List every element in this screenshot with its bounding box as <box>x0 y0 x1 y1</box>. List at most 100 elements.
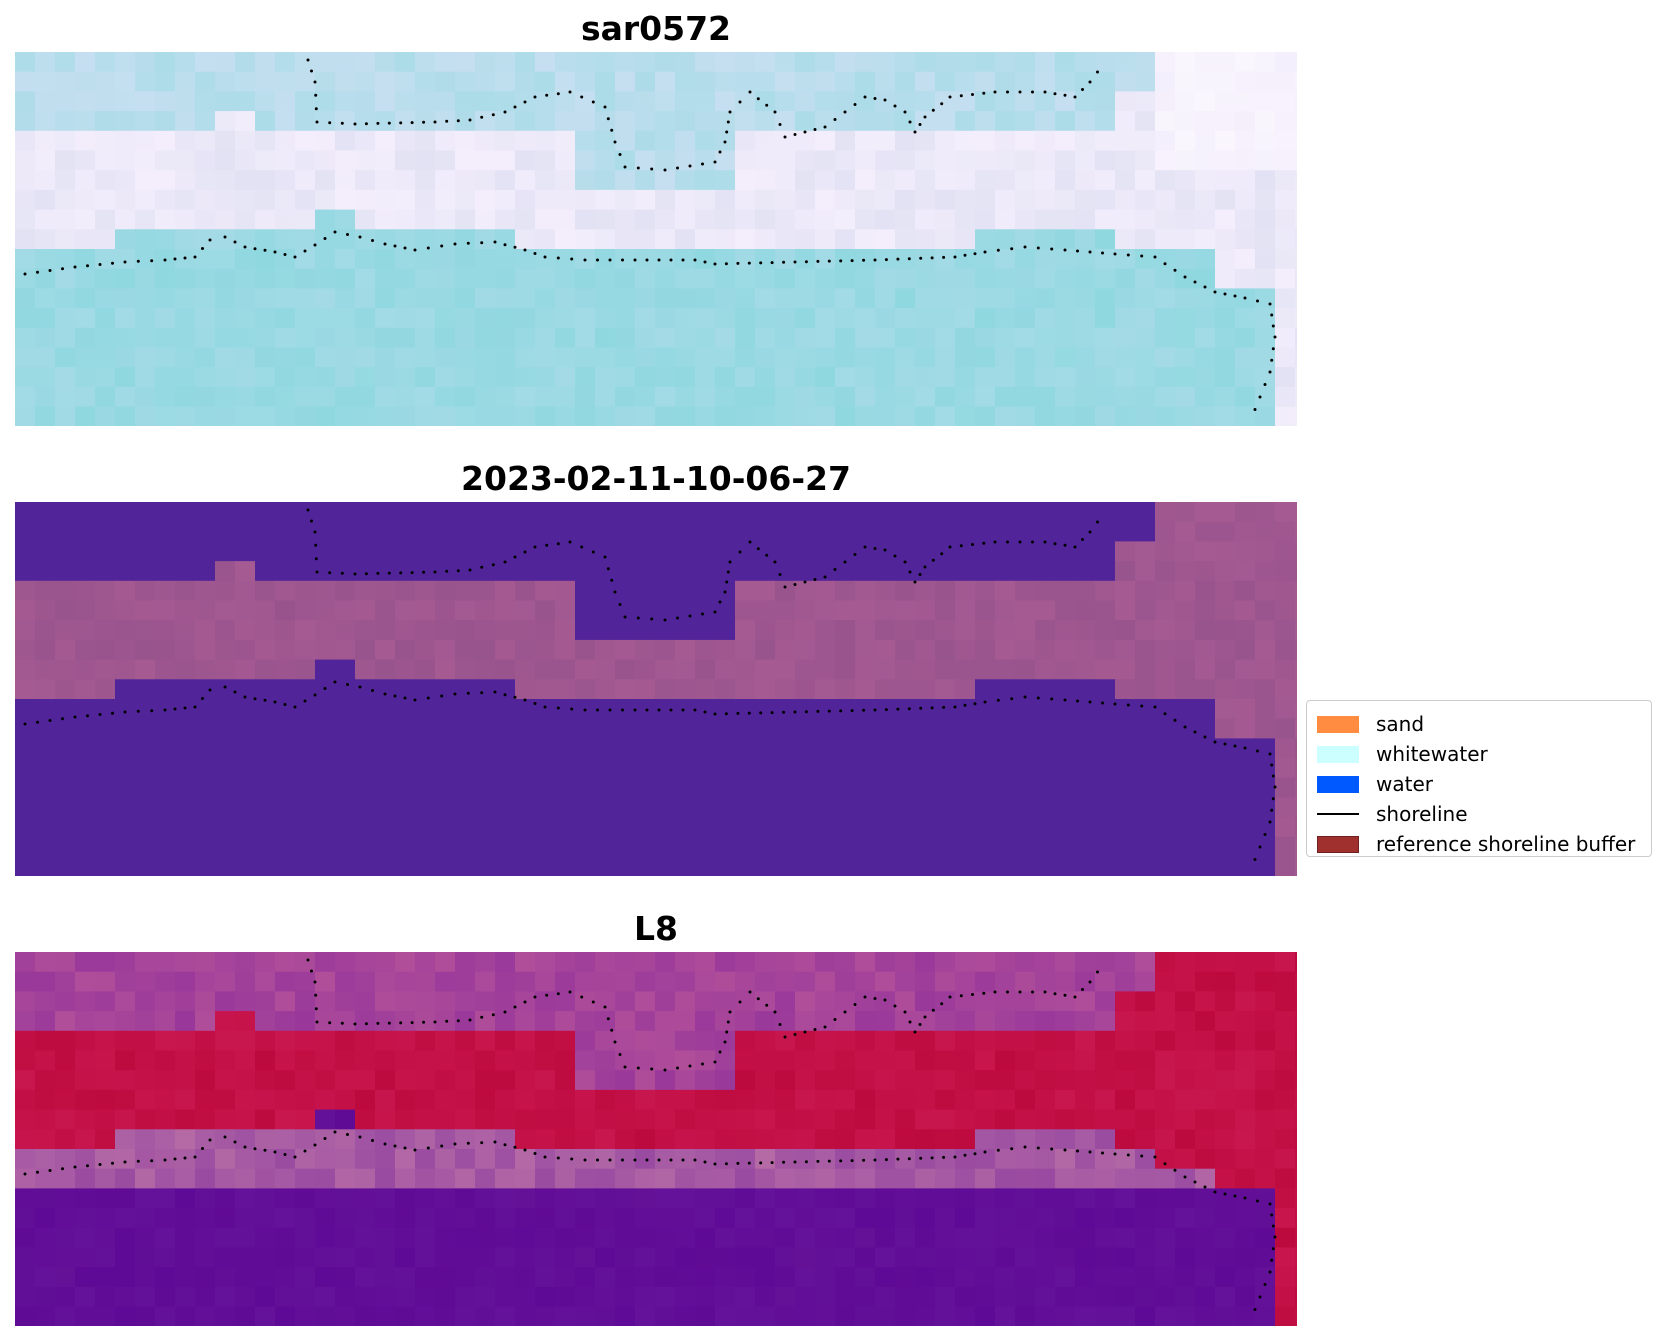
sar-pixel <box>675 386 696 408</box>
classification-pixel <box>275 639 296 661</box>
l8-pixel <box>315 1149 336 1170</box>
classification-pixel <box>1015 777 1036 799</box>
sar-pixel <box>835 367 856 388</box>
classification-pixel <box>1235 679 1256 700</box>
classification-pixel <box>75 856 96 876</box>
l8-pixel <box>1075 1227 1096 1249</box>
classification-pixel <box>195 620 216 641</box>
l8-pixel <box>775 1227 796 1249</box>
classification-pixel <box>615 718 636 739</box>
classification-pixel <box>955 600 976 621</box>
l8-pixel <box>335 952 356 973</box>
classification-pixel <box>1055 639 1076 661</box>
sar-pixel <box>255 386 276 408</box>
sar-pixel <box>1195 189 1216 211</box>
classification-pixel <box>215 620 236 641</box>
l8-south-shoreline-dot <box>493 1140 497 1144</box>
l8-pixel <box>1195 1168 1216 1189</box>
l8-pixel <box>1075 1168 1096 1189</box>
l8-pixel <box>1155 1286 1176 1308</box>
l8-pixel <box>595 1286 616 1308</box>
l8-pixel <box>435 1089 456 1111</box>
sar-pixel <box>95 367 116 388</box>
l8-pixel <box>675 1306 696 1326</box>
sar-pixel <box>235 111 256 132</box>
classification-pixel <box>1255 777 1276 799</box>
l8-pixel <box>1035 952 1056 973</box>
sar-pixel <box>955 288 976 309</box>
l8-pixel <box>275 1227 296 1249</box>
l8-pixel <box>275 991 296 1012</box>
classification-pixel <box>215 600 236 621</box>
sar-pixel <box>575 170 596 191</box>
classification-pixel <box>75 797 96 818</box>
l8-pixel <box>1075 1247 1096 1268</box>
classification-pixel <box>375 856 396 876</box>
classification-pixel <box>575 541 596 562</box>
l8-pixel <box>995 1286 1016 1308</box>
class-south-shoreline-dot <box>98 713 102 716</box>
l8-pixel <box>135 1011 156 1032</box>
l8-north-shoreline-dot <box>610 1028 614 1032</box>
l8-pixel <box>1295 1089 1297 1111</box>
sar-pixel <box>515 268 536 289</box>
sar-pixel <box>395 288 416 309</box>
l8-pixel <box>1035 1168 1056 1189</box>
l8-pixel <box>1115 1306 1136 1326</box>
l8-pixel <box>935 1089 956 1111</box>
l8-south-shoreline-dot <box>1063 1148 1067 1152</box>
l8-pixel <box>415 1267 436 1288</box>
sar-pixel <box>295 308 316 329</box>
class-north-shoreline-dot <box>1073 545 1077 549</box>
sar-pixel <box>1075 52 1096 73</box>
sar-pixel <box>95 288 116 309</box>
class-south-shoreline-dot <box>1023 695 1027 699</box>
sar-pixel <box>495 189 516 211</box>
classification-pixel <box>1055 797 1076 818</box>
classification-pixel <box>255 600 276 621</box>
sar-pixel <box>335 150 356 171</box>
sar-south-shoreline-dot <box>1213 290 1217 294</box>
classification-pixel <box>415 758 436 779</box>
l8-pixel <box>1055 1011 1076 1032</box>
classification-pixel <box>255 836 276 858</box>
sar-pixel <box>935 111 956 132</box>
classification-pixel <box>535 718 556 739</box>
l8-pixel <box>755 1149 776 1170</box>
sar-pixel <box>295 268 316 289</box>
sar-pixel <box>715 150 736 171</box>
l8-pixel <box>635 1306 656 1326</box>
sar-south-shoreline-dot <box>1101 251 1104 255</box>
l8-pixel <box>1255 1247 1276 1268</box>
l8-pixel <box>155 1208 176 1229</box>
classification-pixel <box>475 777 496 799</box>
l8-pixel <box>55 1011 76 1032</box>
l8-pixel <box>1175 1227 1196 1249</box>
l8-pixel <box>555 1168 576 1189</box>
class-north-shoreline-dot <box>748 540 752 544</box>
sar-pixel <box>915 71 936 92</box>
sar-pixel <box>255 150 276 171</box>
l8-south-shoreline-dot <box>736 1161 740 1165</box>
sar-pixel <box>135 406 156 426</box>
l8-pixel <box>835 1306 856 1326</box>
l8-pixel <box>1055 1109 1076 1130</box>
l8-pixel <box>1175 1070 1196 1091</box>
classification-pixel <box>235 521 256 542</box>
l8-pixel <box>395 1188 416 1209</box>
l8-pixel <box>655 1149 676 1170</box>
sar-south-shoreline-dot <box>150 259 154 263</box>
classification-pixel <box>495 639 516 661</box>
sar-pixel <box>735 150 756 171</box>
classification-pixel <box>935 521 956 542</box>
classification-pixel <box>775 541 796 562</box>
l8-pixel <box>1255 1089 1276 1111</box>
classification-pixel <box>455 561 476 582</box>
classification-pixel <box>755 738 776 759</box>
sar-pixel <box>415 71 436 92</box>
classification-pixel <box>935 758 956 779</box>
l8-pixel <box>1255 971 1276 992</box>
classification-pixel <box>335 541 356 562</box>
sar-north-shoreline-dot <box>793 133 797 136</box>
classification-pixel <box>675 639 696 661</box>
